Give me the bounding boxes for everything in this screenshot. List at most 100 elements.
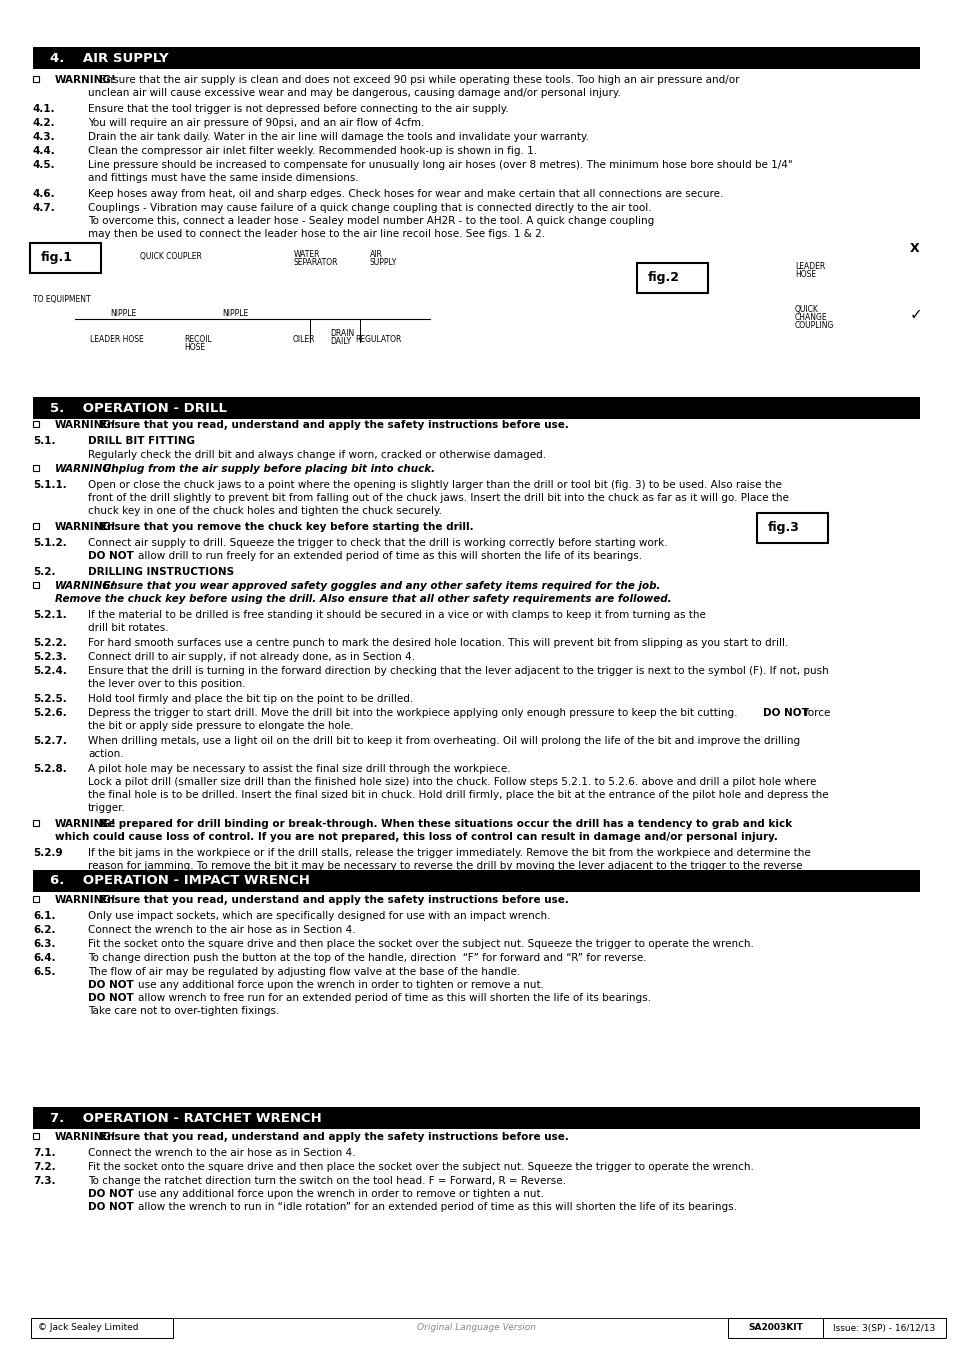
Text: 5.2.3.: 5.2.3. — [33, 652, 67, 662]
FancyBboxPatch shape — [33, 76, 39, 82]
Text: 6.5.: 6.5. — [33, 967, 55, 977]
Text: 6.    OPERATION - IMPACT WRENCH: 6. OPERATION - IMPACT WRENCH — [51, 875, 310, 887]
Text: allow the wrench to run in “idle rotation” for an extended period of time as thi: allow the wrench to run in “idle rotatio… — [138, 1202, 737, 1212]
Text: WARNING!: WARNING! — [55, 580, 116, 591]
FancyBboxPatch shape — [33, 1107, 919, 1129]
Text: DO NOT: DO NOT — [88, 551, 133, 562]
Text: To overcome this, connect a leader hose - Sealey model number AH2R - to the tool: To overcome this, connect a leader hose … — [88, 216, 654, 225]
FancyBboxPatch shape — [33, 522, 39, 529]
Text: Fit the socket onto the square drive and then place the socket over the subject : Fit the socket onto the square drive and… — [88, 1162, 753, 1172]
Text: chuck key in one of the chuck holes and tighten the chuck securely.: chuck key in one of the chuck holes and … — [88, 506, 441, 516]
Text: the lever over to this position.: the lever over to this position. — [88, 679, 245, 688]
Text: LEADER HOSE: LEADER HOSE — [90, 335, 144, 344]
Text: WARNING!: WARNING! — [55, 895, 116, 905]
Text: Fit the socket onto the square drive and then place the socket over the subject : Fit the socket onto the square drive and… — [88, 940, 753, 949]
Text: Ensure that you read, understand and apply the safety instructions before use.: Ensure that you read, understand and app… — [100, 895, 568, 905]
Text: Clean the compressor air inlet filter weekly. Recommended hook-up is shown in fi: Clean the compressor air inlet filter we… — [88, 146, 537, 157]
Text: 4.3.: 4.3. — [33, 132, 55, 142]
Text: ✓: ✓ — [909, 306, 922, 323]
Text: TO EQUIPMENT: TO EQUIPMENT — [33, 296, 91, 304]
Text: Take care not to over-tighten fixings.: Take care not to over-tighten fixings. — [88, 1006, 279, 1017]
Text: Be prepared for drill binding or break-through. When these situations occur the : Be prepared for drill binding or break-t… — [100, 819, 791, 829]
Text: LEADER: LEADER — [794, 262, 824, 271]
Text: DRILL BIT FITTING: DRILL BIT FITTING — [88, 436, 194, 446]
Text: 6.2.: 6.2. — [33, 925, 55, 936]
Text: 6.4.: 6.4. — [33, 953, 55, 963]
Text: Ensure that you remove the chuck key before starting the drill.: Ensure that you remove the chuck key bef… — [100, 522, 473, 532]
Text: action.: action. — [88, 749, 124, 759]
Text: the bit or apply side pressure to elongate the hole.: the bit or apply side pressure to elonga… — [88, 721, 354, 730]
Text: Remove the chuck key before using the drill. Also ensure that all other safety r: Remove the chuck key before using the dr… — [55, 594, 671, 603]
Text: For hard smooth surfaces use a centre punch to mark the desired hole location. T: For hard smooth surfaces use a centre pu… — [88, 639, 787, 648]
Text: may then be used to connect the leader hose to the air line recoil hose. See fig: may then be used to connect the leader h… — [88, 230, 544, 239]
Text: 5.2.: 5.2. — [33, 567, 55, 576]
Text: reason for jamming. To remove the bit it may be necessary to reverse the drill b: reason for jamming. To remove the bit it… — [88, 861, 801, 871]
Text: WARNING!: WARNING! — [55, 420, 116, 431]
Text: Ensure that the tool trigger is not depressed before connecting to the air suppl: Ensure that the tool trigger is not depr… — [88, 104, 508, 113]
Text: front of the drill slightly to prevent bit from falling out of the chuck jaws. I: front of the drill slightly to prevent b… — [88, 493, 788, 504]
Text: 4.5.: 4.5. — [33, 161, 55, 170]
Text: DO NOT: DO NOT — [762, 707, 808, 718]
Text: 5.2.5.: 5.2.5. — [33, 694, 67, 703]
Text: Ensure that you read, understand and apply the safety instructions before use.: Ensure that you read, understand and app… — [100, 1133, 568, 1142]
Text: 5.2.7.: 5.2.7. — [33, 736, 67, 747]
FancyBboxPatch shape — [33, 896, 39, 902]
Text: WARNING!: WARNING! — [55, 1133, 116, 1142]
Text: 5.2.8.: 5.2.8. — [33, 764, 67, 774]
Text: fig.1: fig.1 — [41, 251, 72, 265]
Text: When drilling metals, use a light oil on the drill bit to keep it from overheati: When drilling metals, use a light oil on… — [88, 736, 800, 747]
FancyBboxPatch shape — [31, 1319, 173, 1338]
Text: The flow of air may be regulated by adjusting flow valve at the base of the hand: The flow of air may be regulated by adju… — [88, 967, 519, 977]
Text: If the bit jams in the workpiece or if the drill stalls, release the trigger imm: If the bit jams in the workpiece or if t… — [88, 848, 810, 859]
FancyBboxPatch shape — [30, 243, 101, 273]
Text: 6.1.: 6.1. — [33, 911, 55, 921]
Text: unclean air will cause excessive wear and may be dangerous, causing damage and/o: unclean air will cause excessive wear an… — [88, 88, 620, 99]
Text: 4.6.: 4.6. — [33, 189, 55, 198]
Text: fig.2: fig.2 — [647, 271, 679, 285]
Text: DRAIN: DRAIN — [330, 329, 354, 338]
Text: WARNING!: WARNING! — [55, 819, 116, 829]
Text: A pilot hole may be necessary to assist the final size drill through the workpie: A pilot hole may be necessary to assist … — [88, 764, 510, 774]
Text: NIPPLE: NIPPLE — [222, 309, 248, 319]
Text: 5.2.1.: 5.2.1. — [33, 610, 67, 620]
Text: Keep hoses away from heat, oil and sharp edges. Check hoses for wear and make ce: Keep hoses away from heat, oil and sharp… — [88, 189, 722, 198]
Text: Connect the wrench to the air hose as in Section 4.: Connect the wrench to the air hose as in… — [88, 925, 355, 936]
Text: Connect drill to air supply, if not already done, as in Section 4.: Connect drill to air supply, if not alre… — [88, 652, 415, 662]
FancyBboxPatch shape — [33, 47, 919, 69]
Text: Original Language Version: Original Language Version — [417, 1323, 536, 1332]
Text: the final hole is to be drilled. Insert the final sized bit in chuck. Hold drill: the final hole is to be drilled. Insert … — [88, 790, 828, 801]
Text: drill bit rotates.: drill bit rotates. — [88, 622, 169, 633]
Text: 4.4.: 4.4. — [33, 146, 55, 157]
Text: QUICK COUPLER: QUICK COUPLER — [140, 252, 202, 261]
FancyBboxPatch shape — [33, 582, 39, 589]
FancyBboxPatch shape — [33, 1133, 39, 1139]
Text: © Jack Sealey Limited: © Jack Sealey Limited — [38, 1323, 138, 1332]
Text: 5.2.6.: 5.2.6. — [33, 707, 67, 718]
Text: 4.2.: 4.2. — [33, 117, 55, 128]
Text: Ensure that the air supply is clean and does not exceed 90 psi while operating t: Ensure that the air supply is clean and … — [100, 76, 739, 85]
FancyBboxPatch shape — [33, 464, 39, 471]
Text: Connect the wrench to the air hose as in Section 4.: Connect the wrench to the air hose as in… — [88, 1148, 355, 1158]
Text: 7.    OPERATION - RATCHET WRENCH: 7. OPERATION - RATCHET WRENCH — [51, 1111, 321, 1125]
Text: HOSE: HOSE — [794, 270, 815, 279]
Text: NIPPLE: NIPPLE — [110, 309, 136, 319]
Text: Open or close the chuck jaws to a point where the opening is slightly larger tha: Open or close the chuck jaws to a point … — [88, 481, 781, 490]
FancyBboxPatch shape — [33, 819, 39, 826]
FancyBboxPatch shape — [637, 263, 707, 293]
Text: 5.2.2.: 5.2.2. — [33, 639, 67, 648]
Text: Regularly check the drill bit and always change if worn, cracked or otherwise da: Regularly check the drill bit and always… — [88, 450, 545, 460]
Text: Issue: 3(SP) - 16/12/13: Issue: 3(SP) - 16/12/13 — [833, 1323, 935, 1332]
Text: 5.1.1.: 5.1.1. — [33, 481, 67, 490]
Text: SEPARATOR: SEPARATOR — [294, 258, 338, 267]
Text: DO NOT: DO NOT — [88, 1202, 133, 1212]
Text: X: X — [909, 242, 919, 255]
Text: Ensure that the drill is turning in the forward direction by checking that the l: Ensure that the drill is turning in the … — [88, 666, 828, 676]
Text: 5.2.4.: 5.2.4. — [33, 666, 67, 676]
Text: Only use impact sockets, which are specifically designed for use with an impact : Only use impact sockets, which are speci… — [88, 911, 550, 921]
Text: trigger.: trigger. — [88, 803, 126, 813]
Text: RECOIL: RECOIL — [184, 335, 212, 344]
Text: WATER: WATER — [294, 250, 320, 259]
Text: use any additional force upon the wrench in order to remove or tighten a nut.: use any additional force upon the wrench… — [138, 1189, 543, 1199]
Text: DO NOT: DO NOT — [88, 980, 133, 990]
Text: 5.    OPERATION - DRILL: 5. OPERATION - DRILL — [51, 401, 227, 414]
